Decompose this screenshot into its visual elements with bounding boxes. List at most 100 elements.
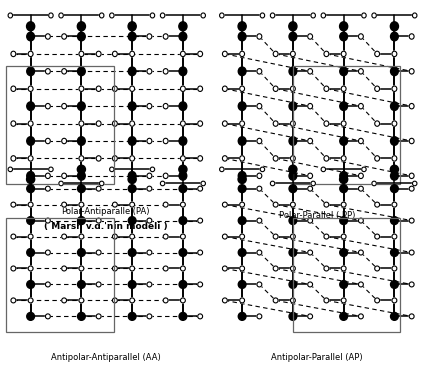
Circle shape [27, 175, 35, 184]
Circle shape [358, 34, 363, 39]
Circle shape [222, 234, 227, 239]
Circle shape [240, 51, 244, 57]
Circle shape [412, 13, 417, 18]
Circle shape [147, 103, 152, 109]
Circle shape [375, 51, 379, 57]
Circle shape [273, 202, 278, 207]
Circle shape [273, 51, 278, 57]
Circle shape [340, 175, 348, 184]
Circle shape [390, 172, 398, 180]
Circle shape [77, 22, 85, 31]
Circle shape [27, 185, 35, 193]
Circle shape [45, 186, 50, 191]
Circle shape [113, 266, 117, 271]
Bar [293, 66, 401, 184]
Circle shape [201, 181, 206, 186]
Circle shape [238, 67, 246, 76]
Circle shape [273, 234, 278, 239]
Circle shape [358, 282, 363, 287]
Circle shape [45, 138, 50, 144]
Circle shape [341, 86, 346, 92]
Circle shape [181, 156, 185, 161]
Circle shape [324, 51, 329, 57]
Circle shape [392, 156, 397, 161]
Circle shape [128, 172, 136, 180]
Circle shape [308, 314, 313, 319]
Circle shape [257, 282, 262, 287]
Circle shape [79, 156, 84, 161]
Circle shape [179, 185, 187, 193]
Circle shape [390, 22, 398, 31]
Circle shape [375, 86, 379, 92]
Circle shape [341, 202, 346, 207]
Circle shape [62, 103, 66, 109]
Circle shape [238, 217, 246, 225]
Circle shape [409, 218, 414, 223]
Circle shape [79, 51, 84, 57]
Circle shape [181, 266, 185, 271]
Circle shape [240, 298, 244, 303]
Circle shape [147, 250, 152, 255]
Circle shape [409, 186, 414, 191]
Circle shape [163, 69, 168, 74]
Circle shape [96, 51, 101, 57]
Circle shape [130, 86, 135, 92]
Circle shape [238, 248, 246, 256]
Circle shape [198, 156, 203, 161]
Bar [6, 218, 114, 332]
Circle shape [358, 250, 363, 255]
Circle shape [79, 121, 84, 126]
Circle shape [308, 69, 313, 74]
Circle shape [45, 103, 50, 109]
Circle shape [96, 250, 101, 255]
Circle shape [308, 282, 313, 287]
Circle shape [150, 13, 155, 18]
Circle shape [340, 217, 348, 225]
Circle shape [113, 121, 117, 126]
Circle shape [27, 102, 35, 110]
Circle shape [220, 167, 224, 172]
Circle shape [28, 234, 33, 239]
Circle shape [390, 313, 398, 320]
Circle shape [222, 86, 227, 92]
Circle shape [324, 234, 329, 239]
Circle shape [179, 67, 187, 76]
Circle shape [110, 167, 114, 172]
Circle shape [77, 313, 85, 320]
Circle shape [130, 298, 135, 303]
Circle shape [340, 22, 348, 31]
Circle shape [77, 165, 85, 173]
Circle shape [45, 69, 50, 74]
Circle shape [392, 86, 397, 92]
Circle shape [222, 121, 227, 126]
Circle shape [289, 102, 297, 110]
Circle shape [289, 32, 297, 41]
Circle shape [308, 173, 313, 179]
Circle shape [179, 32, 187, 41]
Circle shape [308, 138, 313, 144]
Circle shape [311, 181, 316, 186]
Circle shape [179, 22, 187, 31]
Circle shape [45, 218, 50, 223]
Circle shape [240, 266, 244, 271]
Circle shape [11, 202, 16, 207]
Circle shape [77, 32, 85, 41]
Circle shape [222, 51, 227, 57]
Circle shape [358, 69, 363, 74]
Circle shape [62, 34, 66, 39]
Circle shape [181, 298, 185, 303]
Circle shape [11, 121, 16, 126]
Circle shape [409, 69, 414, 74]
Circle shape [128, 67, 136, 76]
Circle shape [62, 69, 66, 74]
Circle shape [238, 175, 246, 184]
Circle shape [198, 282, 203, 287]
Circle shape [113, 156, 117, 161]
Circle shape [289, 185, 297, 193]
Circle shape [308, 34, 313, 39]
Circle shape [62, 234, 66, 239]
Circle shape [341, 298, 346, 303]
Circle shape [311, 13, 316, 18]
Circle shape [362, 13, 366, 18]
Circle shape [390, 217, 398, 225]
